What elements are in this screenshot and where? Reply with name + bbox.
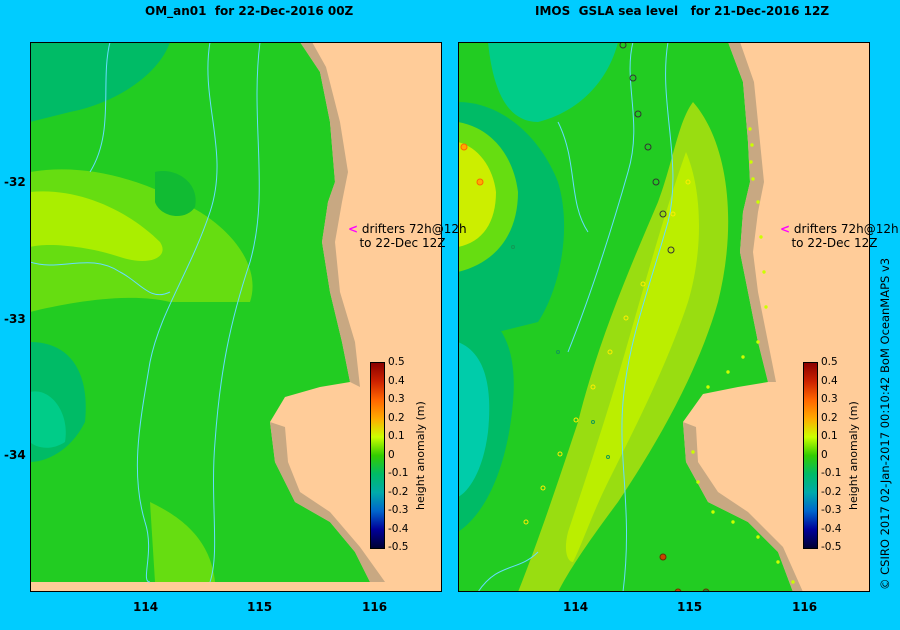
colorbar-tick-label: -0.3 [821,504,842,516]
colorbar-tick-label: 0.4 [388,374,405,387]
colorbar-tick-label: -0.5 [388,541,409,553]
left-map-panel [30,42,442,592]
right-drifter-note: < drifters 72h@12h to 22-Dec 12Z [780,222,899,250]
colorbar-tick-label: 0.1 [388,430,405,442]
left-map-svg [30,42,442,592]
drifter-markers [460,42,795,592]
y-tick-label: -34 [4,448,26,462]
left-colorbar-title: height anomaly (m) [414,401,427,510]
left-panel-title: OM_an01 for 22-Dec-2016 00Z [145,4,354,18]
colorbar-tick-label: -0.4 [388,522,409,535]
x-tick-label: 115 [247,600,273,614]
x-tick-label: 115 [677,600,703,614]
colorbar-tick-label: -0.2 [821,485,842,498]
right-map-panel [458,42,870,592]
x-tick-label: 116 [792,600,818,614]
right-map-svg [458,42,870,592]
drifter-note-line2: to 22-Dec 12Z [791,236,878,250]
colorbar-tick-label: 0 [388,448,395,461]
colorbar-tick-label: 0 [821,448,828,461]
colorbar-tick-label: 0.2 [388,411,405,424]
x-tick-label: 114 [563,600,589,614]
colorbar-tick-label: -0.1 [388,467,409,479]
right-panel-title: IMOS GSLA sea level for 21-Dec-2016 12Z [535,4,830,18]
credit-text: © CSIRO 2017 02-Jan-2017 00:10:42 BoM Oc… [878,257,892,590]
left-shelf [300,42,360,387]
colorbar-tick-label: 0.3 [821,393,838,405]
y-tick-label: -32 [4,175,26,189]
left-colorbar [370,362,385,549]
arrow-icon: < [348,222,359,236]
colorbar-tick-label: -0.2 [388,485,409,498]
x-tick-label: 114 [133,600,159,614]
colorbar-tick-label: 0.3 [388,393,405,405]
colorbar-tick-label: 0.5 [388,356,405,368]
colorbar-tick-label: 0.5 [821,356,838,368]
colorbar-tick-label: -0.5 [821,541,842,553]
colorbar-tick-label: -0.4 [821,522,842,535]
colorbar-tick-label: 0.1 [821,430,838,442]
arrow-icon: < [780,222,791,236]
drifter-note-line1: drifters 72h@12h [361,222,467,236]
right-colorbar [803,362,818,549]
x-tick-label: 116 [362,600,388,614]
right-shelf [728,42,776,382]
colorbar-tick-label: -0.1 [821,467,842,479]
drifter-note-line1: drifters 72h@12h [793,222,899,236]
colorbar-tick-label: -0.3 [388,504,409,516]
colorbar-tick-label: 0.2 [821,411,838,424]
y-tick-label: -33 [4,312,26,326]
colorbar-tick-label: 0.4 [821,374,838,387]
left-drifter-note: < drifters 72h@12h to 22-Dec 12Z [348,222,467,250]
right-colorbar-title: height anomaly (m) [847,401,860,510]
drifter-note-line2: to 22-Dec 12Z [359,236,446,250]
